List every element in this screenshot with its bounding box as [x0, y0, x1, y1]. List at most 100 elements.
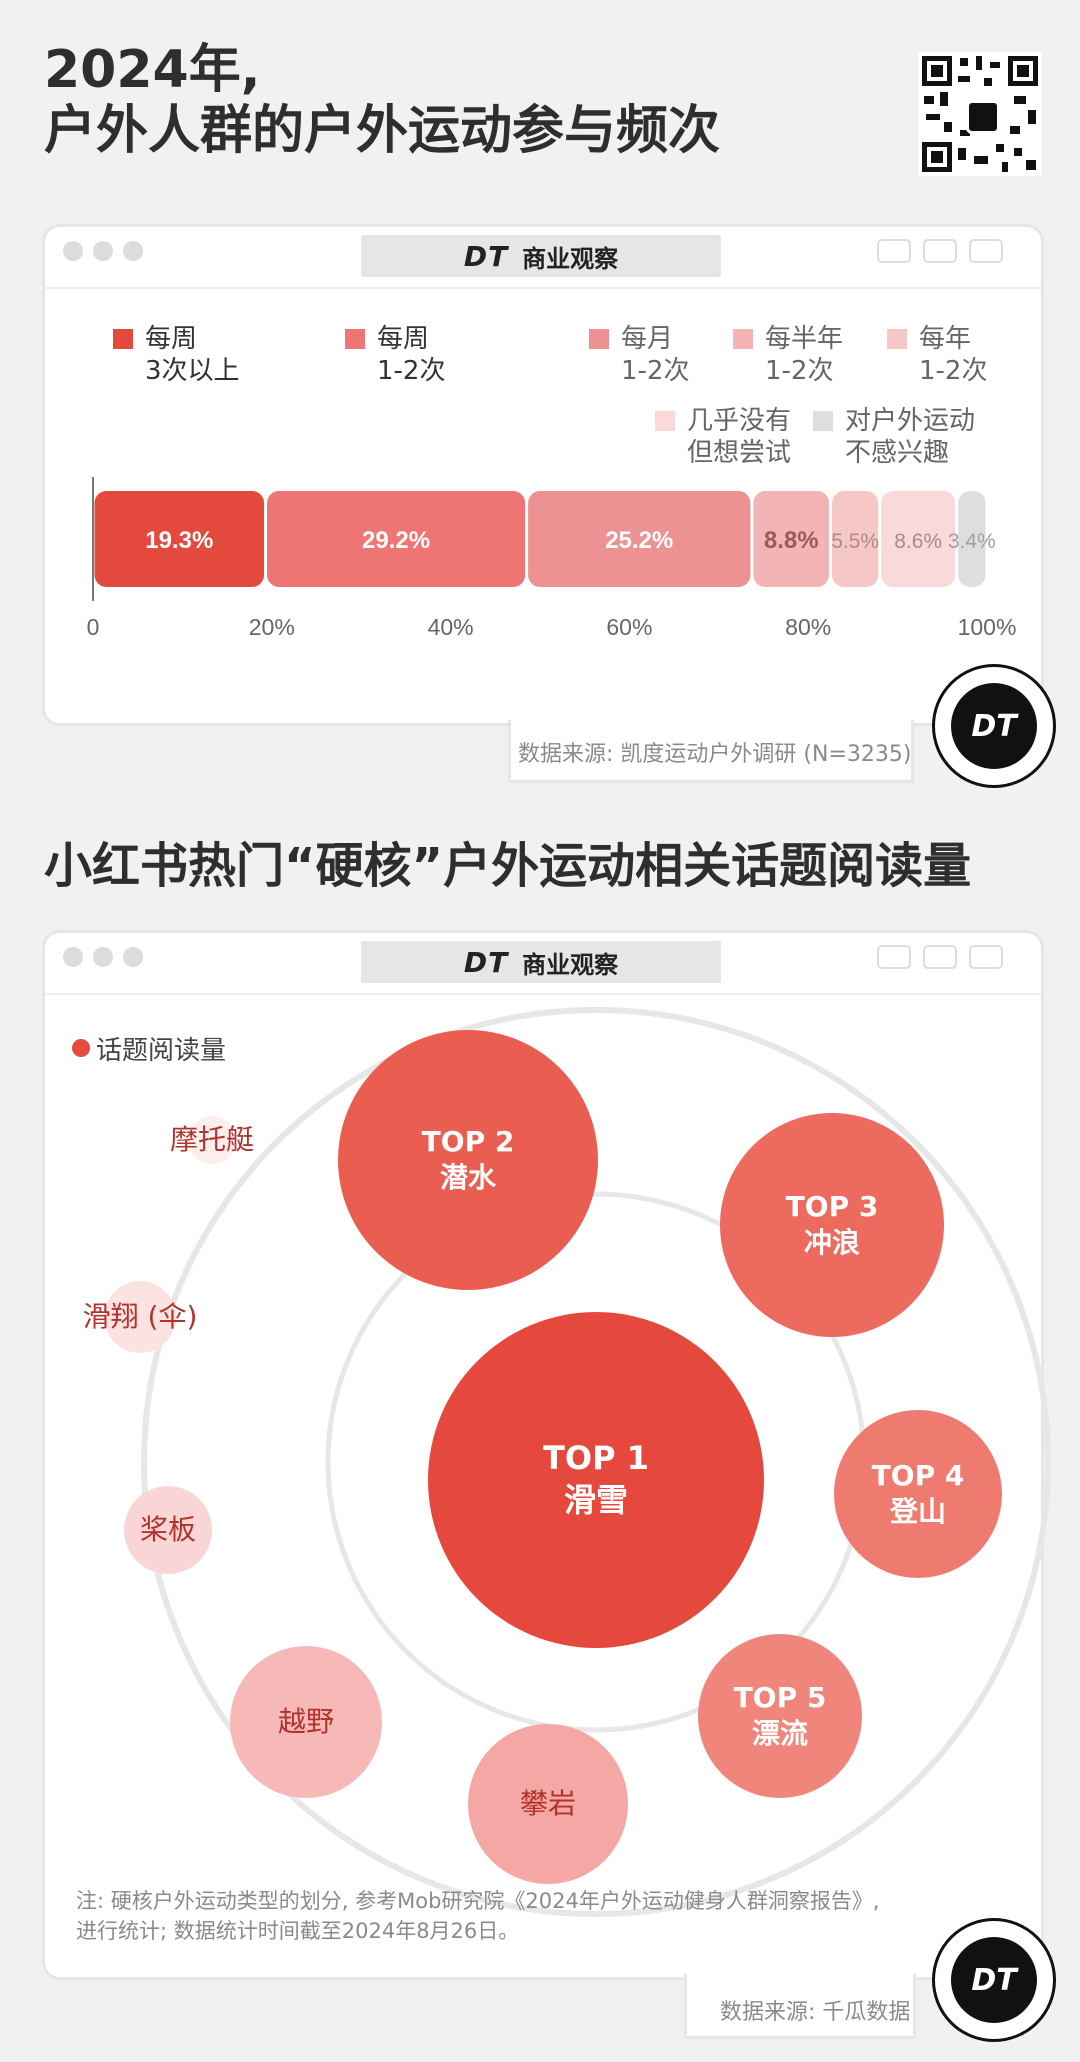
- copy-icon: [969, 945, 1003, 969]
- data-source-1: 数据来源: 凯度运动户外调研 (N=3235): [518, 742, 912, 767]
- qr-center-logo: [966, 100, 1000, 134]
- bubble-rank-label: TOP 4: [871, 1458, 965, 1492]
- dt-logo-icon: DT: [951, 1937, 1037, 2023]
- x-tick-label: 60%: [606, 614, 652, 640]
- bar-segment: [267, 491, 526, 587]
- bubble-topic-label: 漂流: [751, 1717, 808, 1750]
- bubble-topic-label: 潜水: [439, 1161, 496, 1194]
- x-tick-label: 20%: [249, 614, 295, 640]
- brand-name: 商业观察: [522, 950, 619, 979]
- bubble-top2: TOP 2 潜水: [338, 1030, 598, 1290]
- legend-label: 每月: [621, 324, 674, 354]
- record-icon: [877, 239, 911, 263]
- bubble-legend: 话题阅读量: [72, 1030, 227, 1067]
- legend-swatch: [589, 329, 609, 349]
- bar-value-label: 5.5%: [831, 530, 879, 553]
- bubble-topic-label: 登山: [889, 1495, 946, 1528]
- footnote-line-1: 注: 硬核户外运动类型的划分, 参考Mob研究院《2024年户外运动健身人群洞察…: [76, 1889, 880, 1913]
- dt-badge-1: DT: [932, 664, 1056, 788]
- title-line-2: 户外人群的户外运动参与频次: [44, 101, 721, 162]
- brand-bar: DT 商业观察: [361, 941, 721, 983]
- legend-item-weekly-1-2: 每周 1-2次: [345, 323, 445, 387]
- bubble-topic-label: 桨板: [139, 1512, 196, 1546]
- brand-logo: DT: [463, 945, 509, 979]
- bubble-rank-label: TOP 2: [421, 1124, 515, 1158]
- bubble-topic-label: 攀岩: [519, 1786, 576, 1820]
- bubble-rank-label: TOP 3: [785, 1189, 879, 1223]
- share-icon: [923, 239, 957, 263]
- dt-badge-2: DT: [932, 1918, 1056, 2042]
- legend-item-not-interested: 对户外运动 不感兴趣: [813, 405, 975, 469]
- legend-label: 3次以上: [145, 356, 240, 386]
- x-tick-label: 40%: [428, 614, 474, 640]
- legend-swatch: [813, 411, 833, 431]
- legend-label: 每周: [377, 324, 430, 354]
- legend-label: 每年: [919, 324, 972, 354]
- legend-item-half-year: 每半年 1-2次: [733, 323, 843, 387]
- legend-item-monthly: 每月 1-2次: [589, 323, 689, 387]
- bubble-top1: TOP 1 滑雪: [428, 1312, 764, 1648]
- bar-value-label: 8.6%: [894, 530, 942, 553]
- bubble-topic-label: 摩托艇: [170, 1122, 255, 1156]
- legend-label: 几乎没有: [687, 406, 792, 436]
- footnote-line-2: 进行统计; 数据统计时间截至2024年8月26日。: [76, 1919, 520, 1943]
- bubble-rank-label: TOP 1: [543, 1439, 649, 1478]
- bubble-top8: 桨板: [124, 1486, 212, 1574]
- legend-label: 但想尝试: [687, 438, 792, 468]
- legend-label: 1-2次: [765, 356, 834, 386]
- share-icon: [923, 945, 957, 969]
- bubble-topic-label: 越野: [277, 1704, 334, 1738]
- bar-segment: [753, 491, 830, 587]
- source-tab: [684, 1974, 916, 2039]
- bar-value-label: 3.4%: [948, 530, 996, 553]
- legend-item-yearly: 每年 1-2次: [887, 323, 987, 387]
- bar-value-label: 25.2%: [605, 527, 673, 554]
- legend-swatch: [345, 329, 365, 349]
- footnote: 注: 硬核户外运动类型的划分, 参考Mob研究院《2024年户外运动健身人群洞察…: [76, 1886, 880, 1946]
- bar-value-label: 29.2%: [362, 527, 430, 554]
- legend-swatch: [887, 329, 907, 349]
- qr-code[interactable]: [918, 52, 1042, 176]
- legend-label: 1-2次: [621, 356, 690, 386]
- legend-label: 不感兴趣: [845, 438, 950, 468]
- bubble-top4: TOP 4 登山: [834, 1410, 1002, 1578]
- source-tab: [508, 720, 914, 783]
- bar-value-label: 19.3%: [145, 527, 213, 554]
- bubble-topic-label: 滑雪: [563, 1481, 628, 1519]
- window-close-icon: [63, 241, 83, 261]
- legend-swatch: [733, 329, 753, 349]
- legend-dot-icon: [72, 1039, 90, 1057]
- legend-label: 1-2次: [919, 356, 988, 386]
- brand-logo: DT: [463, 239, 509, 273]
- legend-item-weekly-3plus: 每周 3次以上: [113, 323, 240, 387]
- data-source-2: 数据来源: 千瓜数据: [720, 2000, 911, 2025]
- brand-bar: DT 商业观察: [361, 235, 721, 277]
- section-title-topics: 小红书热门“硬核”户外运动相关话题阅读量: [44, 838, 972, 894]
- window-minimize-icon: [93, 241, 113, 261]
- legend-swatch: [655, 411, 675, 431]
- chart-card-frequency: DT 商业观察 每周 3次以上 每周 1-2次 每月 1-2次 每半年 1-2次 每年 1…: [42, 224, 1044, 726]
- bar-segment: [832, 491, 879, 587]
- window-minimize-icon: [93, 947, 113, 967]
- legend-label: 对户外运动: [845, 406, 976, 436]
- x-tick-label: 0: [87, 614, 100, 640]
- bubble-topic-label: 冲浪: [803, 1226, 860, 1259]
- bubble-top3: TOP 3 冲浪: [720, 1113, 944, 1337]
- legend-label: 1-2次: [377, 356, 446, 386]
- dt-logo-icon: DT: [951, 683, 1037, 769]
- x-tick-label: 100%: [958, 614, 1017, 640]
- legend-label: 话题阅读量: [96, 1036, 227, 1066]
- window-close-icon: [63, 947, 83, 967]
- outer-orbit-ring: [141, 1007, 1051, 1917]
- page-title: 2024年, 户外人群的户外运动参与频次: [44, 40, 720, 163]
- bubble-top7: 越野: [230, 1646, 382, 1798]
- bubble-top10: 摩托艇: [170, 1116, 254, 1164]
- legend-label: 每半年: [765, 324, 844, 354]
- bar-segment: [94, 491, 265, 587]
- legend-swatch: [113, 329, 133, 349]
- bar-segment: [528, 491, 751, 587]
- window-maximize-icon: [123, 947, 143, 967]
- card-divider: [45, 993, 1041, 995]
- window-maximize-icon: [123, 241, 143, 261]
- copy-icon: [969, 239, 1003, 263]
